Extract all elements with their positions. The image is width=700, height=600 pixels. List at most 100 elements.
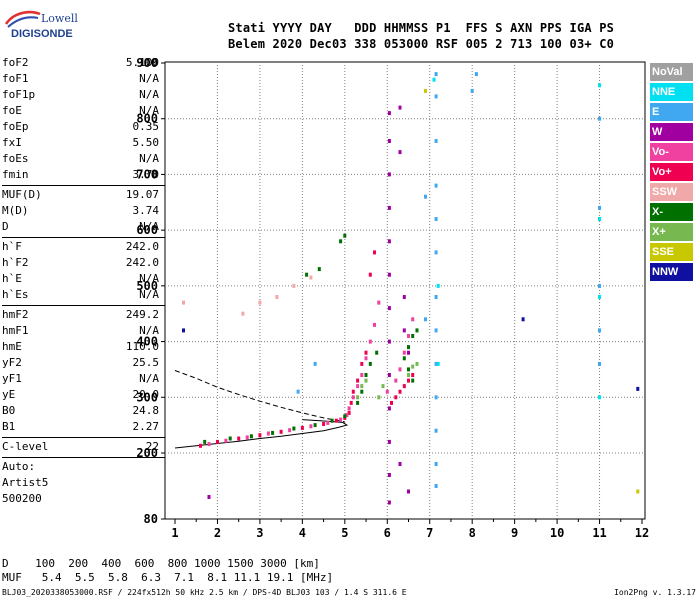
echo-point-x- [411, 378, 415, 383]
echo-point-w [387, 473, 391, 477]
echo-point-x- [407, 345, 410, 350]
echo-point-vo- [402, 350, 406, 355]
param-value: N/A [139, 324, 159, 337]
echo-point-ssw [292, 283, 296, 288]
param-value: 249.2 [125, 308, 159, 321]
legend-item-vo-: Vo+ [650, 163, 693, 181]
echo-point-nnw [521, 317, 525, 322]
echo-point-x- [317, 267, 321, 272]
echo-point-e [598, 283, 601, 288]
echo-point-x- [407, 367, 410, 372]
param-label: B1 [2, 420, 16, 433]
x-tick-label: 12 [635, 526, 649, 540]
param-value: 0.35 [132, 120, 160, 133]
echo-point-vo- [207, 442, 211, 447]
param-value: 3.70 [132, 168, 160, 181]
echo-point-w [387, 111, 391, 116]
echo-point-vo- [300, 425, 304, 430]
param-clevel: C-level 22 [2, 440, 162, 456]
param-value: N/A [139, 88, 159, 101]
echo-point-vo- [411, 317, 415, 322]
echo-point-e [598, 116, 601, 121]
echo-point-x- [360, 389, 364, 394]
echo-point-w [402, 328, 406, 333]
echo-point-vo- [360, 373, 364, 377]
echo-point-x- [411, 364, 415, 369]
echo-point-e [434, 484, 438, 488]
param-label: B0 [2, 404, 16, 417]
x-tick-label: 3 [256, 526, 263, 540]
echo-point-w [207, 495, 211, 499]
y-tick-label: 800 [136, 112, 158, 126]
echo-point-x- [415, 328, 419, 333]
header-line2: Belem 2020 Dec03 338 053000 RSF 005 2 71… [228, 37, 615, 51]
echo-point-x- [364, 378, 368, 383]
param-b0: B0 24.8 [2, 404, 162, 420]
echo-point-vo- [245, 435, 249, 440]
param-md: M(D) 3.74 [2, 204, 162, 220]
echo-point-x- [313, 423, 317, 428]
y-tick-label: 300 [136, 390, 158, 404]
echo-point-e [296, 389, 300, 394]
param-value: 242.0 [125, 256, 159, 269]
param-separator [2, 185, 165, 186]
echo-point-e [598, 205, 601, 210]
echo-point-vo- [326, 420, 330, 425]
param-fof1p: foF1p N/A [2, 88, 162, 104]
y-tick-label: 80 [144, 512, 158, 526]
echo-point-vo- [364, 350, 368, 355]
param-value: 110.0 [125, 340, 159, 353]
param-value: 22 [145, 440, 159, 453]
param-label: foEp [2, 120, 29, 133]
x-tick-label: 5 [341, 526, 348, 540]
echo-point-nne [436, 283, 440, 288]
param-value: N/A [139, 104, 159, 117]
echo-point-vo- [351, 395, 355, 400]
auto-line3: 500200 [2, 492, 42, 505]
echo-point-e [434, 250, 438, 255]
echo-point-vo- [288, 428, 292, 433]
param-value: 20.0 [132, 388, 160, 401]
echo-point-e [434, 462, 438, 466]
param-label: M(D) [2, 204, 29, 217]
echo-point-vo- [402, 384, 406, 389]
echo-point-nne [598, 395, 601, 400]
echo-point-e [434, 94, 438, 99]
echo-point-ssw [275, 295, 279, 299]
echo-point-ssw [309, 275, 313, 280]
echo-point-ssw [258, 300, 262, 305]
param-value: N/A [139, 272, 159, 285]
param-value: 19.07 [125, 188, 159, 201]
param-value: 2.27 [132, 420, 160, 433]
logo-swoosh-icon [4, 10, 41, 28]
echo-point-w [387, 439, 391, 444]
echo-point-nne [598, 295, 601, 299]
param-foe: foE N/A [2, 104, 162, 120]
param-value: 3.74 [132, 204, 160, 217]
legend-item-sse: SSE [650, 243, 693, 261]
param-separator [2, 237, 165, 238]
echo-point-vo- [407, 334, 410, 338]
param-label: yF1 [2, 372, 22, 385]
muf-distance-table: D 100 200 400 600 800 1000 1500 3000 [km… [2, 557, 333, 585]
echo-point-vo- [407, 378, 410, 383]
echo-point-x- [292, 426, 296, 431]
echo-point-x- [415, 361, 419, 366]
echo-point-nne [436, 361, 440, 366]
param-label: fmin [2, 168, 29, 181]
param-ye: yE 20.0 [2, 388, 162, 404]
echo-point-vo- [360, 361, 364, 366]
y-tick-label: 400 [136, 335, 158, 349]
echo-point-w [387, 272, 391, 277]
param-hes: h`Es N/A [2, 288, 162, 304]
echo-point-w [387, 306, 391, 311]
param-separator [2, 457, 165, 458]
echo-point-e [434, 361, 438, 366]
legend-item-w: W [650, 123, 693, 141]
echo-point-w [387, 205, 391, 210]
echo-point-e [434, 395, 438, 400]
echo-point-vo- [385, 389, 389, 394]
param-value: 5.100 [125, 56, 159, 69]
legend-item-noval: NoVal [650, 63, 693, 81]
legend-item-ssw: SSW [650, 183, 693, 201]
